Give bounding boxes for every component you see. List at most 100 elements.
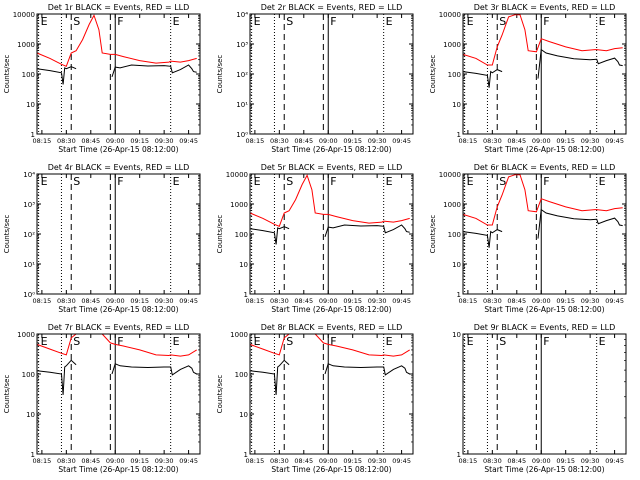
y-tick-label: 1 <box>31 131 35 139</box>
y-tick-label: 10 <box>239 411 248 419</box>
x-tick-label: 08:30 <box>483 457 502 465</box>
plot-frame <box>249 173 414 295</box>
plot-frame <box>462 173 627 295</box>
plot-frame <box>36 13 201 135</box>
x-tick-label: 08:15 <box>33 137 52 145</box>
y-axis-label: Counts/sec <box>429 215 437 254</box>
x-tick-label: 08:15 <box>459 457 478 465</box>
x-tick-label: 09:15 <box>343 457 362 465</box>
y-tick-label: 100 <box>22 371 35 379</box>
marker-label: E <box>599 335 606 348</box>
x-tick-label: 09:15 <box>130 297 149 305</box>
x-tick-label: 08:30 <box>57 297 76 305</box>
y-axis-label: Counts/sec <box>216 375 224 414</box>
x-tick-label: 09:45 <box>392 297 411 305</box>
x-axis-label: Start Time (26-Apr-15 08:12:00) <box>58 465 178 474</box>
x-tick-label: 09:30 <box>581 457 600 465</box>
series-events <box>462 48 623 88</box>
x-tick-label: 09:45 <box>605 137 624 145</box>
series-events <box>36 64 197 85</box>
x-tick-label: 08:15 <box>246 457 265 465</box>
x-tick-label: 09:00 <box>319 137 338 145</box>
marker-label: E <box>254 175 261 188</box>
x-tick-label: 08:45 <box>507 297 526 305</box>
x-tick-label: 08:30 <box>483 297 502 305</box>
x-tick-label: 09:45 <box>392 137 411 145</box>
y-tick-label: 10000 <box>439 11 461 19</box>
y-tick-label: 10000 <box>226 171 248 179</box>
panel-title: Det 5r BLACK = Events, RED = LLD <box>261 163 403 172</box>
x-tick-label: 08:15 <box>33 297 52 305</box>
x-tick-label: 09:15 <box>556 137 575 145</box>
panel-title: Det 6r BLACK = Events, RED = LLD <box>474 163 616 172</box>
marker-label: S <box>286 335 293 348</box>
x-tick-label: 09:45 <box>179 297 198 305</box>
marker-label: F <box>543 15 549 28</box>
x-axis-label: Start Time (26-Apr-15 08:12:00) <box>484 145 604 154</box>
y-tick-label: 10⁰ <box>236 131 248 139</box>
series-events <box>36 359 197 395</box>
marker-label: E <box>254 15 261 28</box>
marker-label: E <box>467 335 474 348</box>
marker-label: E <box>386 335 393 348</box>
x-axis-label: Start Time (26-Apr-15 08:12:00) <box>271 305 391 314</box>
panel-title: Det 3r BLACK = Events, RED = LLD <box>474 3 616 12</box>
marker-label: F <box>330 15 336 28</box>
x-tick-label: 09:00 <box>319 297 338 305</box>
y-tick-label: 1000 <box>230 331 248 339</box>
x-tick-label: 09:00 <box>319 457 338 465</box>
series-lld <box>462 14 623 66</box>
marker-label: S <box>499 175 506 188</box>
x-tick-label: 09:30 <box>368 457 387 465</box>
y-tick-label: 1000 <box>17 41 35 49</box>
x-tick-label: 08:15 <box>459 137 478 145</box>
x-tick-label: 09:30 <box>581 297 600 305</box>
y-tick-label: 1 <box>31 451 35 459</box>
x-tick-label: 08:30 <box>483 137 502 145</box>
marker-label: E <box>467 15 474 28</box>
y-tick-label: 100 <box>448 71 461 79</box>
x-tick-label: 09:45 <box>392 457 411 465</box>
y-tick-label: 10 <box>452 101 461 109</box>
y-tick-label: 10³ <box>23 201 35 209</box>
x-tick-label: 09:45 <box>605 457 624 465</box>
y-axis-label: Counts/sec <box>216 55 224 94</box>
x-tick-label: 09:15 <box>556 297 575 305</box>
marker-label: S <box>286 15 293 28</box>
y-tick-label: 1 <box>244 291 248 299</box>
x-tick-label: 09:15 <box>343 137 362 145</box>
x-tick-label: 09:00 <box>532 457 551 465</box>
marker-label: S <box>499 335 506 348</box>
y-tick-label: 10 <box>452 331 461 339</box>
series-lld <box>249 174 410 227</box>
y-axis-label: Counts/sec <box>3 375 11 414</box>
marker-label: S <box>286 175 293 188</box>
x-tick-label: 09:15 <box>130 457 149 465</box>
marker-label: E <box>599 15 606 28</box>
x-tick-label: 08:45 <box>294 137 313 145</box>
y-tick-label: 10000 <box>13 11 35 19</box>
y-tick-label: 100 <box>22 71 35 79</box>
x-tick-label: 09:45 <box>605 297 624 305</box>
y-tick-label: 10² <box>236 71 248 79</box>
x-tick-label: 09:45 <box>179 457 198 465</box>
y-tick-label: 1000 <box>230 201 248 209</box>
x-tick-label: 08:45 <box>507 137 526 145</box>
x-tick-label: 08:45 <box>81 457 100 465</box>
y-tick-label: 100 <box>235 231 248 239</box>
plot-frame <box>36 173 201 295</box>
y-tick-label: 100 <box>448 231 461 239</box>
x-tick-label: 08:15 <box>246 297 265 305</box>
x-axis-label: Start Time (26-Apr-15 08:12:00) <box>58 305 178 314</box>
y-axis-label: Counts/sec <box>3 215 11 254</box>
x-tick-label: 08:30 <box>57 457 76 465</box>
series-events <box>249 359 410 395</box>
y-tick-label: 1 <box>457 131 461 139</box>
x-tick-label: 09:00 <box>106 457 125 465</box>
